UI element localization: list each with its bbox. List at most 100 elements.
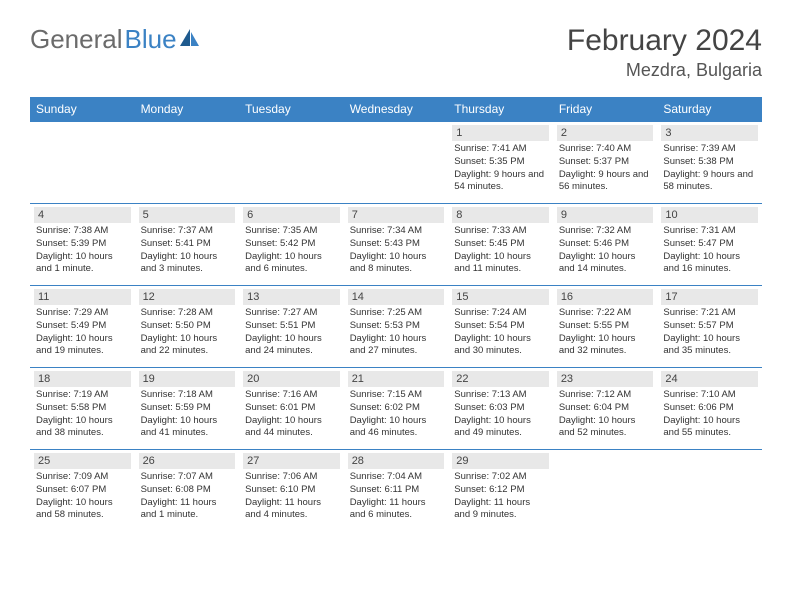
day-number: 10 [661, 207, 758, 223]
day-number: 15 [452, 289, 549, 305]
title-block: February 2024 Mezdra, Bulgaria [567, 24, 762, 81]
week-row: 11Sunrise: 7:29 AMSunset: 5:49 PMDayligh… [30, 286, 762, 368]
day-info: Sunrise: 7:38 AMSunset: 5:39 PMDaylight:… [34, 225, 131, 276]
week-row: 18Sunrise: 7:19 AMSunset: 5:58 PMDayligh… [30, 368, 762, 450]
day-cell: 16 Sunrise: 7:22 AMSunset: 5:55 PMDayligh… [553, 286, 658, 367]
day-number: 11 [34, 289, 131, 305]
day-info: Sunrise: 7:22 AMSunset: 5:55 PMDaylight:… [557, 307, 654, 358]
month-title: February 2024 [567, 24, 762, 58]
calendar-cell: 11Sunrise: 7:29 AMSunset: 5:49 PMDayligh… [30, 286, 135, 368]
day-number: 26 [139, 453, 236, 469]
day-cell: 26 Sunrise: 7:07 AMSunset: 6:08 PMDayligh… [135, 450, 240, 531]
day-cell: 20 Sunrise: 7:16 AMSunset: 6:01 PMDayligh… [239, 368, 344, 449]
calendar-cell: 1 Sunrise: 7:41 AMSunset: 5:35 PMDaylight… [448, 122, 553, 204]
day-info: Sunrise: 7:21 AMSunset: 5:57 PMDaylight:… [661, 307, 758, 358]
calendar-cell: 5Sunrise: 7:37 AMSunset: 5:41 PMDaylight… [135, 204, 240, 286]
calendar-cell: 15 Sunrise: 7:24 AMSunset: 5:54 PMDayligh… [448, 286, 553, 368]
day-number: 9 [557, 207, 654, 223]
day-info: Sunrise: 7:39 AMSunset: 5:38 PMDaylight:… [661, 143, 758, 194]
day-cell: 13Sunrise: 7:27 AMSunset: 5:51 PMDayligh… [239, 286, 344, 367]
day-info: Sunrise: 7:02 AMSunset: 6:12 PMDaylight:… [452, 471, 549, 522]
day-info: Sunrise: 7:41 AMSunset: 5:35 PMDaylight:… [452, 143, 549, 194]
logo-text-blue: Blue [125, 24, 201, 55]
day-info: Sunrise: 7:19 AMSunset: 5:58 PMDaylight:… [34, 389, 131, 440]
calendar-cell: 14 Sunrise: 7:25 AMSunset: 5:53 PMDayligh… [344, 286, 449, 368]
calendar-cell: 12Sunrise: 7:28 AMSunset: 5:50 PMDayligh… [135, 286, 240, 368]
week-row: 25 Sunrise: 7:09 AMSunset: 6:07 PMDayligh… [30, 450, 762, 532]
calendar-cell [657, 450, 762, 532]
calendar-cell: 20 Sunrise: 7:16 AMSunset: 6:01 PMDayligh… [239, 368, 344, 450]
day-info: Sunrise: 7:40 AMSunset: 5:37 PMDaylight:… [557, 143, 654, 194]
calendar-cell: 21Sunrise: 7:15 AMSunset: 6:02 PMDayligh… [344, 368, 449, 450]
day-number: 16 [557, 289, 654, 305]
calendar-cell: 18Sunrise: 7:19 AMSunset: 5:58 PMDayligh… [30, 368, 135, 450]
day-number: 20 [243, 371, 340, 387]
day-number: 13 [243, 289, 340, 305]
calendar-page: General Blue February 2024 Mezdra, Bulga… [0, 0, 792, 555]
day-info: Sunrise: 7:12 AMSunset: 6:04 PMDaylight:… [557, 389, 654, 440]
day-cell: 10Sunrise: 7:31 AMSunset: 5:47 PMDayligh… [657, 204, 762, 285]
day-cell: 3 Sunrise: 7:39 AMSunset: 5:38 PMDaylight… [657, 122, 762, 203]
calendar-cell: 17 Sunrise: 7:21 AMSunset: 5:57 PMDayligh… [657, 286, 762, 368]
day-info: Sunrise: 7:16 AMSunset: 6:01 PMDaylight:… [243, 389, 340, 440]
day-info: Sunrise: 7:33 AMSunset: 5:45 PMDaylight:… [452, 225, 549, 276]
day-number: 25 [34, 453, 131, 469]
day-number: 21 [348, 371, 445, 387]
day-cell: 17 Sunrise: 7:21 AMSunset: 5:57 PMDayligh… [657, 286, 762, 367]
calendar-table: SundayMondayTuesdayWednesdayThursdayFrid… [30, 97, 762, 531]
location: Mezdra, Bulgaria [567, 60, 762, 81]
day-header-row: SundayMondayTuesdayWednesdayThursdayFrid… [30, 97, 762, 122]
calendar-cell: 25 Sunrise: 7:09 AMSunset: 6:07 PMDayligh… [30, 450, 135, 532]
day-info: Sunrise: 7:09 AMSunset: 6:07 PMDaylight:… [34, 471, 131, 522]
calendar-cell [30, 122, 135, 204]
day-number: 12 [139, 289, 236, 305]
day-info: Sunrise: 7:34 AMSunset: 5:43 PMDaylight:… [348, 225, 445, 276]
day-info: Sunrise: 7:07 AMSunset: 6:08 PMDaylight:… [139, 471, 236, 522]
calendar-cell: 26 Sunrise: 7:07 AMSunset: 6:08 PMDayligh… [135, 450, 240, 532]
calendar-cell: 29 Sunrise: 7:02 AMSunset: 6:12 PMDayligh… [448, 450, 553, 532]
day-number: 5 [139, 207, 236, 223]
day-cell: 6 Sunrise: 7:35 AMSunset: 5:42 PMDaylight… [239, 204, 344, 285]
day-cell: 15 Sunrise: 7:24 AMSunset: 5:54 PMDayligh… [448, 286, 553, 367]
calendar-body: 1 Sunrise: 7:41 AMSunset: 5:35 PMDaylight… [30, 122, 762, 532]
empty-cell [657, 450, 762, 520]
day-info: Sunrise: 7:35 AMSunset: 5:42 PMDaylight:… [243, 225, 340, 276]
logo-blue-label: Blue [125, 24, 177, 55]
day-number: 6 [243, 207, 340, 223]
day-number: 2 [557, 125, 654, 141]
calendar-cell: 4 Sunrise: 7:38 AMSunset: 5:39 PMDaylight… [30, 204, 135, 286]
day-number: 14 [348, 289, 445, 305]
day-number: 4 [34, 207, 131, 223]
day-cell: 12Sunrise: 7:28 AMSunset: 5:50 PMDayligh… [135, 286, 240, 367]
day-cell: 18Sunrise: 7:19 AMSunset: 5:58 PMDayligh… [30, 368, 135, 449]
day-cell: 5Sunrise: 7:37 AMSunset: 5:41 PMDaylight… [135, 204, 240, 285]
day-info: Sunrise: 7:32 AMSunset: 5:46 PMDaylight:… [557, 225, 654, 276]
calendar-cell: 10Sunrise: 7:31 AMSunset: 5:47 PMDayligh… [657, 204, 762, 286]
calendar-cell [239, 122, 344, 204]
day-number: 1 [452, 125, 549, 141]
day-cell: 1 Sunrise: 7:41 AMSunset: 5:35 PMDaylight… [448, 122, 553, 203]
day-number: 17 [661, 289, 758, 305]
day-cell: 25 Sunrise: 7:09 AMSunset: 6:07 PMDayligh… [30, 450, 135, 531]
calendar-cell [553, 450, 658, 532]
day-cell: 29 Sunrise: 7:02 AMSunset: 6:12 PMDayligh… [448, 450, 553, 531]
empty-cell [135, 122, 240, 192]
day-info: Sunrise: 7:24 AMSunset: 5:54 PMDaylight:… [452, 307, 549, 358]
day-header-thursday: Thursday [448, 97, 553, 122]
day-number: 22 [452, 371, 549, 387]
calendar-cell: 2 Sunrise: 7:40 AMSunset: 5:37 PMDaylight… [553, 122, 658, 204]
day-info: Sunrise: 7:13 AMSunset: 6:03 PMDaylight:… [452, 389, 549, 440]
day-cell: 7 Sunrise: 7:34 AMSunset: 5:43 PMDaylight… [344, 204, 449, 285]
day-header-tuesday: Tuesday [239, 97, 344, 122]
calendar-cell: 3 Sunrise: 7:39 AMSunset: 5:38 PMDaylight… [657, 122, 762, 204]
day-number: 28 [348, 453, 445, 469]
day-number: 7 [348, 207, 445, 223]
day-info: Sunrise: 7:06 AMSunset: 6:10 PMDaylight:… [243, 471, 340, 522]
day-cell: 23Sunrise: 7:12 AMSunset: 6:04 PMDayligh… [553, 368, 658, 449]
calendar-cell: 8 Sunrise: 7:33 AMSunset: 5:45 PMDaylight… [448, 204, 553, 286]
day-number: 29 [452, 453, 549, 469]
day-number: 3 [661, 125, 758, 141]
day-info: Sunrise: 7:25 AMSunset: 5:53 PMDaylight:… [348, 307, 445, 358]
day-number: 8 [452, 207, 549, 223]
day-header-monday: Monday [135, 97, 240, 122]
